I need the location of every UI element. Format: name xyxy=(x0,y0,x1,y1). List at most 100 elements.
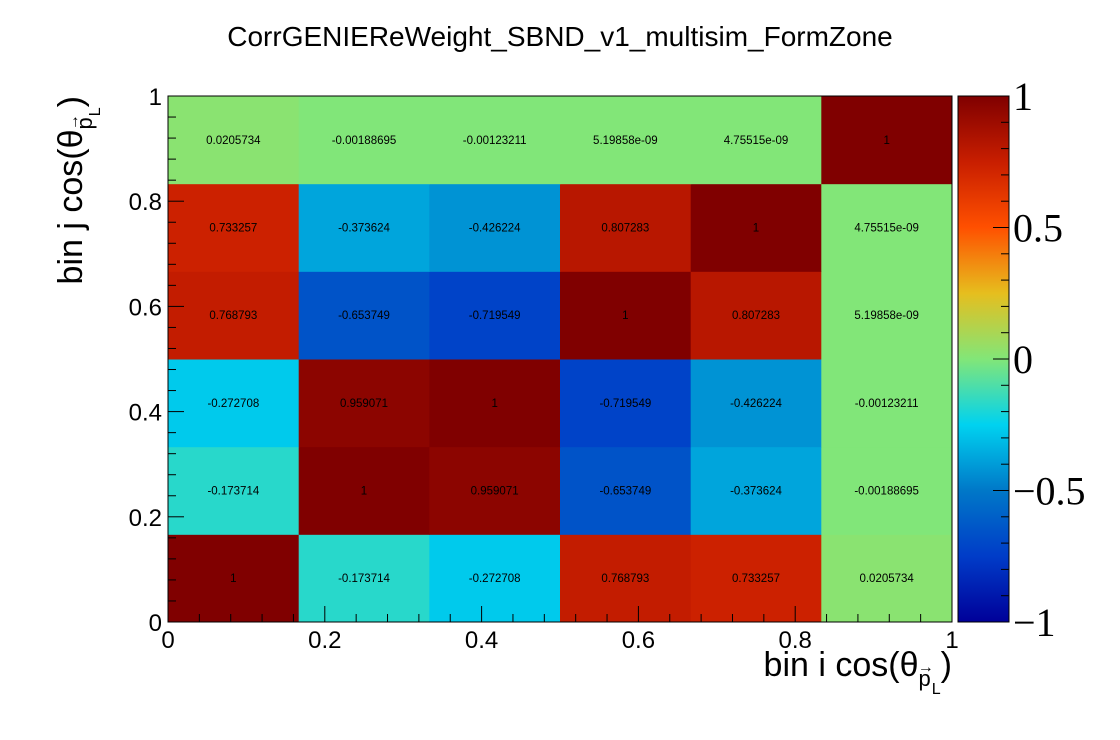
heatmap-cell xyxy=(560,183,692,272)
y-tick-label: 0.4 xyxy=(129,400,162,427)
cell-value-label: 0.807283 xyxy=(601,223,649,235)
cell-value-label: 4.75515e-09 xyxy=(724,135,789,147)
cell-value-label: 1 xyxy=(491,398,497,410)
heatmap-cell xyxy=(168,96,300,185)
heatmap-cell xyxy=(298,96,430,185)
cell-value-label: 0.768793 xyxy=(601,573,649,585)
cell-value-label: 1 xyxy=(361,486,367,498)
cell-value-label: 0.733257 xyxy=(732,573,780,585)
heatmap-cell xyxy=(821,446,953,535)
cell-value-label: -0.653749 xyxy=(599,486,651,498)
cell-value-label: -0.426224 xyxy=(469,223,521,235)
y-tick-label: 0 xyxy=(149,610,162,637)
cell-value-label: -0.426224 xyxy=(730,398,782,410)
heatmap-cell xyxy=(298,359,430,448)
heatmap-cell xyxy=(298,446,430,535)
axis-title-subsub: L xyxy=(932,681,941,698)
cell-value-label: 0.768793 xyxy=(209,310,257,322)
heatmap-cell xyxy=(168,534,300,623)
plot-frame xyxy=(167,95,953,623)
axis-title-text: bin i cos(θp→ L) xyxy=(764,646,952,698)
axis-title-label: bin i cos(θp→ L) xyxy=(764,646,952,698)
heatmap-cell xyxy=(560,271,692,360)
y-tick-label: 1 xyxy=(149,84,162,111)
cell-value-label: -0.00123211 xyxy=(463,135,527,147)
heatmap-cell xyxy=(690,534,822,623)
heatmap-cell xyxy=(429,446,561,535)
heatmap-cell xyxy=(560,446,692,535)
heatmap-cell xyxy=(429,359,561,448)
heatmap-cell xyxy=(298,534,430,623)
x-tick-label: 0 xyxy=(161,627,174,654)
cell-value-label: -0.272708 xyxy=(207,398,259,410)
cell-value-label: -0.173714 xyxy=(338,573,390,585)
cell-value-label: 1 xyxy=(622,310,628,322)
axis-title-text: bin j cos(θp→ L) xyxy=(52,96,104,284)
z-tick-label: 0.5 xyxy=(1013,206,1063,251)
heatmap-cell xyxy=(168,183,300,272)
chart-title: CorrGENIEReWeight_SBND_v1_multisim_FormZ… xyxy=(227,21,892,52)
heatmap-cell xyxy=(560,534,692,623)
x-axis-title: bin i cos(θp→ L) xyxy=(764,646,952,698)
y-tick-label: 0.6 xyxy=(129,294,162,321)
cell-value-label: 0.0205734 xyxy=(859,573,914,585)
heatmap-cell xyxy=(168,359,300,448)
cell-value-label: -0.00123211 xyxy=(855,398,919,410)
cell-value-label: -0.719549 xyxy=(599,398,651,410)
cell-value-label: 5.19858e-09 xyxy=(854,310,919,322)
heatmap-cell xyxy=(429,183,561,272)
cell-value-label: -0.00188695 xyxy=(854,486,919,498)
z-tick-label: −0.5 xyxy=(1013,469,1086,514)
axis-title-prefix: bin i cos(θ xyxy=(764,646,919,684)
heatmap-cell xyxy=(690,96,822,185)
cell-value-label: -0.00188695 xyxy=(332,135,397,147)
cell-value-label: -0.173714 xyxy=(207,486,259,498)
heatmap-cell xyxy=(821,271,953,360)
x-tick-label: 1 xyxy=(945,627,958,654)
axis-title-arrow: → xyxy=(918,659,934,676)
x-tick-label: 0.8 xyxy=(779,627,812,654)
x-tick-label: 0.4 xyxy=(465,627,498,654)
heatmap-cell xyxy=(429,96,561,185)
heatmap-cell xyxy=(168,271,300,360)
heatmap-cell xyxy=(298,183,430,272)
cell-value-label: -0.719549 xyxy=(469,310,521,322)
cell-value-label: 0.959071 xyxy=(471,486,519,498)
cell-value-label: -0.653749 xyxy=(338,310,390,322)
heatmap-cell xyxy=(298,271,430,360)
heatmap-cell-labels: 1 -0.173714 -0.272708 0.768793 0.733257 0.020… xyxy=(206,135,919,585)
y-axis-title: bin j cos(θp→ L) xyxy=(52,96,104,284)
y-axis: 0 0.2 0.4 0.6 0.8 1 xyxy=(129,84,184,637)
cell-value-label: 0.0205734 xyxy=(206,135,261,147)
cell-value-label: 1 xyxy=(753,223,759,235)
cell-value-label: -0.373624 xyxy=(338,223,390,235)
heatmap-cells xyxy=(168,96,953,623)
cell-value-label: -0.272708 xyxy=(469,573,521,585)
y-tick-label: 0.2 xyxy=(129,505,162,532)
z-tick-label: −1 xyxy=(1013,600,1056,645)
z-tick-label: 1 xyxy=(1013,74,1033,119)
axis-title-label: bin j cos(θp→ L) xyxy=(52,96,104,284)
cell-value-label: 4.75515e-09 xyxy=(854,223,919,235)
heatmap-cell xyxy=(429,534,561,623)
axis-title-subsub: L xyxy=(87,107,104,116)
axis-title-sub: p xyxy=(72,117,97,129)
axis-title-sub: p xyxy=(919,666,931,691)
heatmap-cell xyxy=(821,183,953,272)
heatmap-cell xyxy=(690,271,822,360)
axis-title-suffix: ) xyxy=(52,96,90,107)
z-tick-label: 0 xyxy=(1013,337,1033,382)
x-tick-label: 0.2 xyxy=(308,627,341,654)
x-tick-label: 0.6 xyxy=(622,627,655,654)
axis-title-suffix: ) xyxy=(941,646,952,684)
color-scale-axis: −1 −0.5 0 0.5 1 xyxy=(993,74,1086,645)
heatmap-cell xyxy=(690,446,822,535)
cell-value-label: 0.959071 xyxy=(340,398,388,410)
axis-title-prefix: bin j cos(θ xyxy=(52,129,90,284)
cell-value-label: 5.19858e-09 xyxy=(593,135,658,147)
heatmap-cell xyxy=(560,359,692,448)
heatmap-cell xyxy=(690,359,822,448)
heatmap-cell xyxy=(821,534,953,623)
heatmap-cell xyxy=(690,183,822,272)
